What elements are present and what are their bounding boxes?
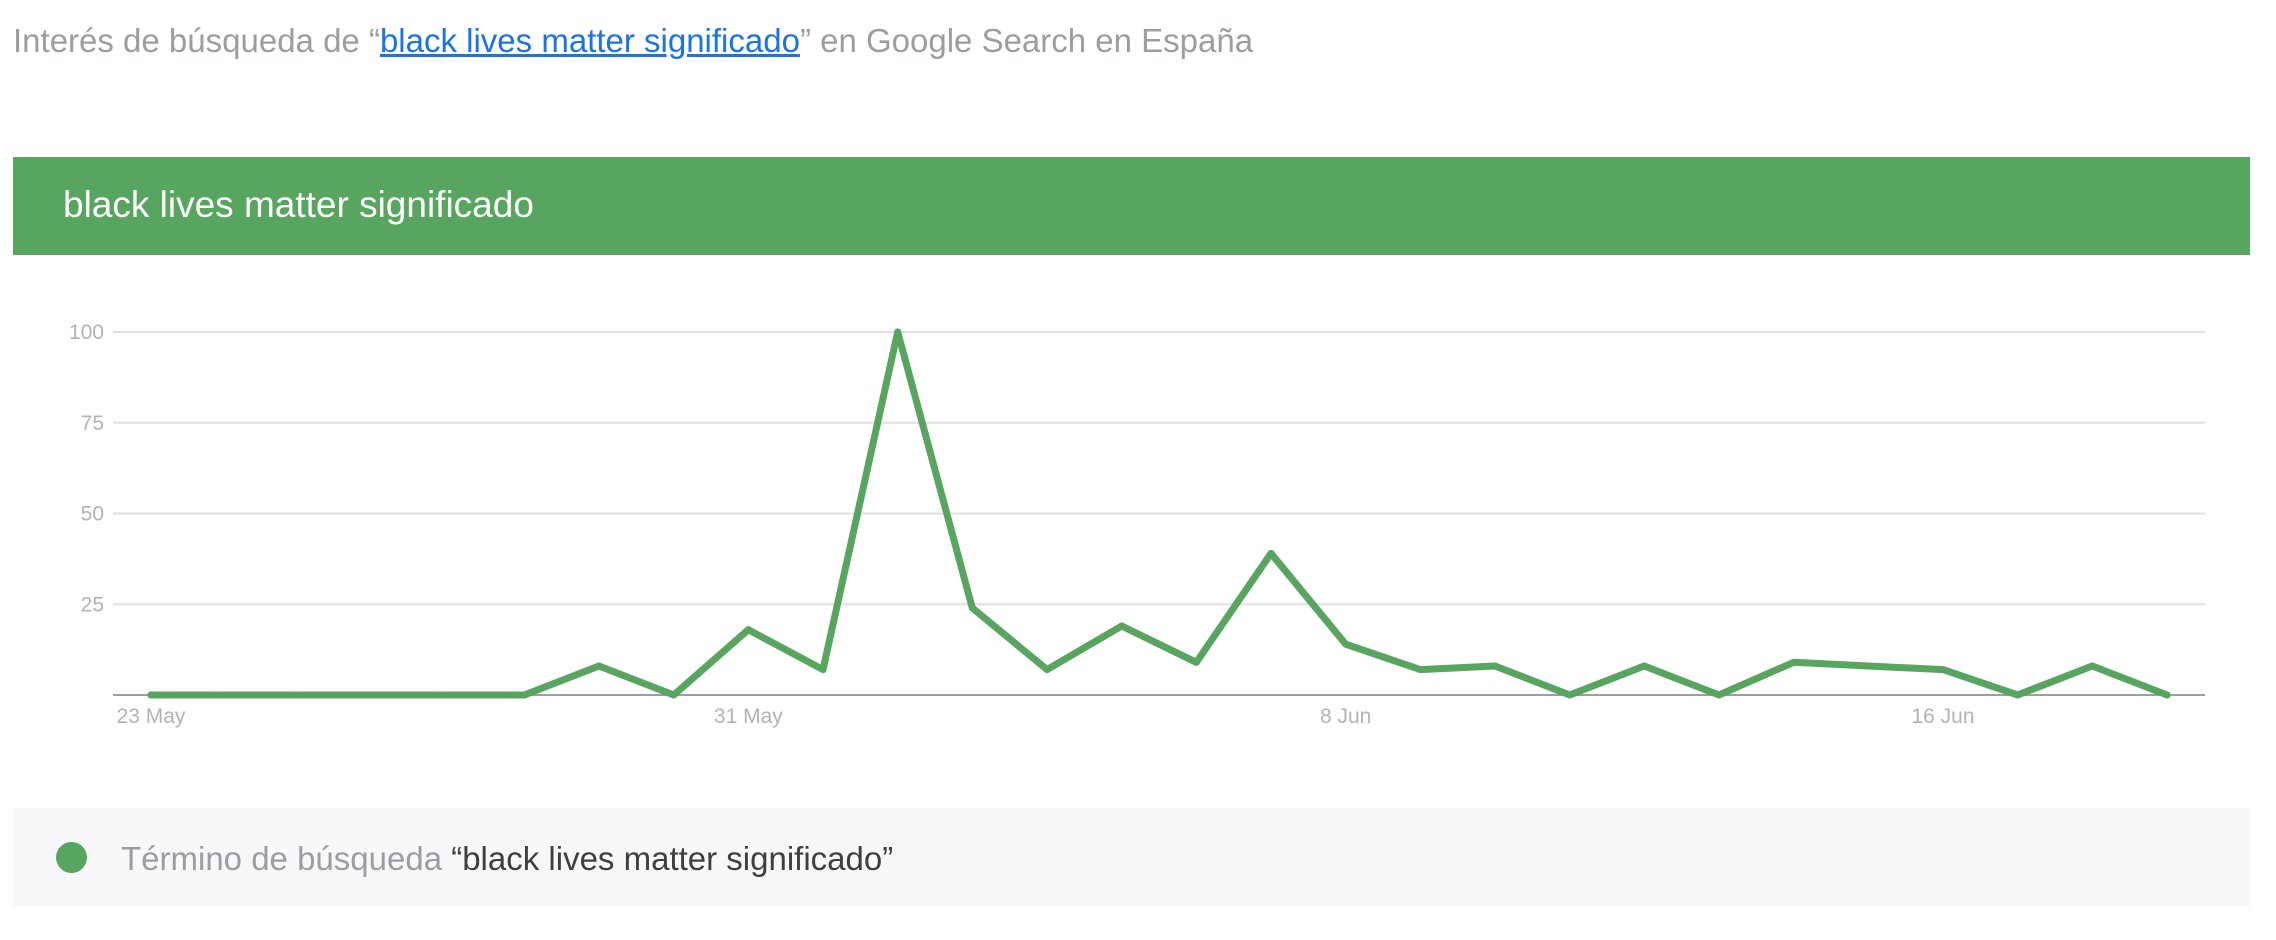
banner-title: black lives matter significado xyxy=(63,184,534,225)
y-tick-label: 50 xyxy=(81,503,104,526)
data-point[interactable] xyxy=(2088,662,2096,670)
x-tick-label: 16 Jun xyxy=(1911,705,1974,728)
data-point[interactable] xyxy=(1790,658,1798,666)
search-term-link[interactable]: black lives matter significado xyxy=(379,22,800,59)
data-point[interactable] xyxy=(1491,662,1499,670)
data-point[interactable] xyxy=(147,691,155,699)
data-point[interactable] xyxy=(670,691,678,699)
y-tick-label: 75 xyxy=(81,412,104,435)
series-line xyxy=(147,328,2171,699)
data-point[interactable] xyxy=(819,666,827,674)
data-point[interactable] xyxy=(1118,622,1126,630)
data-point[interactable] xyxy=(1864,662,1872,670)
data-point[interactable] xyxy=(520,691,528,699)
data-point[interactable] xyxy=(1043,666,1051,674)
headline-suffix: ” en Google Search en España xyxy=(799,22,1254,59)
data-point[interactable] xyxy=(1566,691,1574,699)
chart-legend: Término de búsqueda “black lives matter … xyxy=(13,808,2250,906)
data-point[interactable] xyxy=(222,691,230,699)
data-point[interactable] xyxy=(744,626,752,634)
x-tick-label: 31 May xyxy=(714,705,783,728)
data-point[interactable] xyxy=(446,691,454,699)
interest-over-time-chart: 25 50 75 100 23 May 31 May 8 Jun 16 Jun xyxy=(69,321,2205,728)
legend-label: Término de búsqueda xyxy=(121,840,443,877)
legend-term: “black lives matter significado” xyxy=(451,840,894,877)
y-tick-label: 100 xyxy=(69,321,104,344)
data-point[interactable] xyxy=(968,604,976,612)
data-point[interactable] xyxy=(1192,658,1200,666)
data-point[interactable] xyxy=(2014,691,2022,699)
legend-text: Término de búsqueda “black lives matter … xyxy=(121,840,893,878)
data-point[interactable] xyxy=(1715,691,1723,699)
x-tick-label: 8 Jun xyxy=(1320,705,1371,728)
data-point[interactable] xyxy=(1640,662,1648,670)
data-point[interactable] xyxy=(1342,640,1350,648)
data-point[interactable] xyxy=(1267,549,1275,557)
data-point[interactable] xyxy=(1939,666,1947,674)
data-point[interactable] xyxy=(1416,666,1424,674)
x-tick-label: 23 May xyxy=(117,705,186,728)
data-point[interactable] xyxy=(894,328,902,336)
legend-series-marker xyxy=(56,842,87,873)
data-point[interactable] xyxy=(296,691,304,699)
data-point[interactable] xyxy=(371,691,379,699)
data-point[interactable] xyxy=(2163,691,2171,699)
chart-banner: black lives matter significado xyxy=(13,157,2250,255)
data-point[interactable] xyxy=(595,662,603,670)
headline-prefix: Interés de búsqueda de “ xyxy=(13,22,380,59)
y-tick-label: 25 xyxy=(81,593,104,616)
page-headline: Interés de búsqueda de “black lives matt… xyxy=(13,22,1253,60)
